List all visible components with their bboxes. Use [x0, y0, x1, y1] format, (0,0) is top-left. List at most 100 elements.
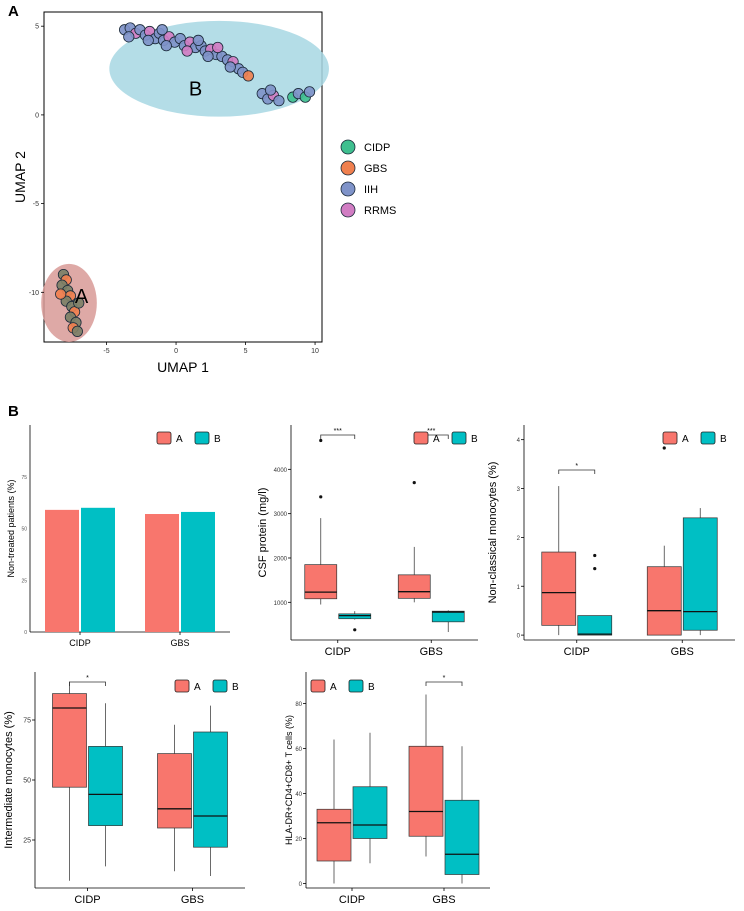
hla-legend-key-b — [348, 679, 364, 693]
umap-point — [71, 325, 83, 337]
bar-gbs-b — [181, 511, 215, 632]
hla-box-gbs-a — [408, 745, 444, 837]
umap-point — [123, 31, 135, 43]
bar-cidp-a — [45, 509, 79, 632]
ncm-box-cidp-b-outlier — [593, 553, 597, 558]
umap-point — [242, 70, 254, 82]
legend-key-gbs — [340, 160, 356, 176]
umap-point — [156, 24, 168, 36]
csf-y-tick-label: 1000 — [274, 601, 288, 607]
panel-label-b: B — [8, 403, 19, 420]
im-box-cidp-a — [52, 693, 87, 788]
hla-box-cidp-a — [316, 808, 352, 862]
hla-box-gbs-b — [444, 799, 480, 875]
umap-point — [212, 41, 224, 54]
hla-box-cidp-b — [352, 786, 388, 839]
umap-x-tick-label: 5 — [244, 348, 248, 355]
bar-gbs-a — [145, 514, 179, 632]
umap-x-axis-label: UMAP 1 — [157, 359, 209, 375]
hla-legend-label-a: A — [330, 682, 337, 693]
legend-label-iih: IIH — [364, 184, 378, 196]
csf-legend-key-b — [451, 431, 467, 445]
csf-x-tick-label: GBS — [420, 646, 443, 658]
im-y-tick-label: 50 — [23, 778, 31, 785]
bar-y-tick-label: 50 — [21, 527, 27, 533]
hla-legend-key-a — [310, 679, 326, 693]
csf-x-tick-label: CIDP — [325, 646, 351, 658]
umap-point — [273, 95, 285, 107]
bar-legend-key-a — [156, 431, 172, 445]
bar-cidp-b — [81, 507, 115, 632]
ncm-significance-label: * — [575, 463, 578, 470]
bar-y-axis-label: Non-treated patients (%) — [6, 479, 16, 577]
umap-x-tick-label: 0 — [174, 348, 178, 355]
ncm-box-cidp-b — [577, 615, 613, 636]
legend-label-gbs: GBS — [364, 163, 387, 175]
legend-key-cidp — [340, 139, 356, 155]
im-legend-label-a: A — [194, 682, 201, 693]
legend-key-iih — [340, 181, 356, 197]
csf-legend-label-b: B — [471, 434, 478, 445]
hla-y-tick-label: 20 — [295, 837, 302, 843]
ncm-y-tick-label: 3 — [517, 487, 521, 493]
umap-y-tick-label: 5 — [35, 24, 39, 31]
im-legend-key-b — [212, 679, 228, 693]
im-y-tick-label: 25 — [23, 838, 31, 845]
ncm-box-gbs-a-outlier — [662, 446, 666, 450]
ncm-significance-bracket — [558, 469, 596, 474]
bar-x-tick-label: GBS — [170, 638, 189, 648]
ncm-box-cidp-a — [541, 551, 577, 626]
csf-significance-label: *** — [334, 428, 342, 435]
cluster-b-label: B — [189, 78, 202, 100]
ncm-legend-key-a — [662, 431, 678, 445]
umap-y-tick-label: 0 — [35, 112, 39, 119]
im-x-tick-label: GBS — [181, 894, 204, 906]
umap-point — [73, 297, 85, 309]
umap-x-tick-label: -5 — [103, 348, 109, 355]
hla-y-tick-label: 0 — [299, 882, 303, 888]
im-significance-bracket — [69, 681, 106, 686]
im-box-cidp-b — [88, 746, 123, 826]
csf-significance-label: *** — [427, 428, 435, 435]
bar-y-tick-label: 75 — [21, 475, 27, 481]
hla-y-tick-label: 40 — [295, 792, 302, 798]
hla-x-tick-label: CIDP — [339, 894, 365, 906]
umap-point — [160, 40, 172, 52]
hla-y-tick-label: 80 — [295, 702, 302, 708]
umap-point — [192, 34, 204, 46]
csf-y-tick-label: 2000 — [274, 556, 288, 562]
csf-legend-label-a: A — [433, 434, 440, 445]
hla-legend-label-b: B — [368, 682, 375, 693]
im-legend-key-a — [174, 679, 190, 693]
ncm-y-axis-label: Non-classical monocytes (%) — [487, 462, 499, 604]
csf-y-axis-label: CSF protein (mg/l) — [257, 488, 269, 578]
csf-box-cidp-a-outlier — [319, 438, 323, 443]
im-y-tick-label: 75 — [23, 718, 31, 725]
ncm-x-tick-label: CIDP — [564, 646, 590, 658]
csf-box-cidp-b — [338, 613, 372, 620]
ncm-box-gbs-a — [646, 566, 682, 636]
umap-point — [303, 86, 316, 98]
ncm-legend-label-a: A — [682, 434, 689, 445]
umap-point — [202, 50, 214, 62]
csf-y-tick-label: 4000 — [274, 468, 288, 474]
csf-box-cidp-b-outlier — [353, 628, 357, 632]
im-significance-label: * — [86, 675, 89, 682]
umap-point — [142, 34, 154, 46]
hla-significance-bracket — [425, 681, 463, 686]
legend-label-rrms: RRMS — [364, 205, 396, 217]
ncm-y-tick-label: 1 — [517, 585, 521, 591]
umap-y-tick-label: -5 — [33, 201, 39, 208]
ncm-y-tick-label: 0 — [517, 634, 521, 640]
hla-y-tick-label: 60 — [295, 747, 302, 753]
umap-y-tick-label: -10 — [29, 290, 39, 297]
bar-y-tick-label: 25 — [21, 578, 27, 584]
legend-key-rrms — [340, 202, 356, 218]
ncm-box-cidp-b-outlier — [593, 567, 597, 571]
cluster-a-label: A — [75, 286, 89, 308]
im-legend-label-b: B — [232, 682, 239, 693]
